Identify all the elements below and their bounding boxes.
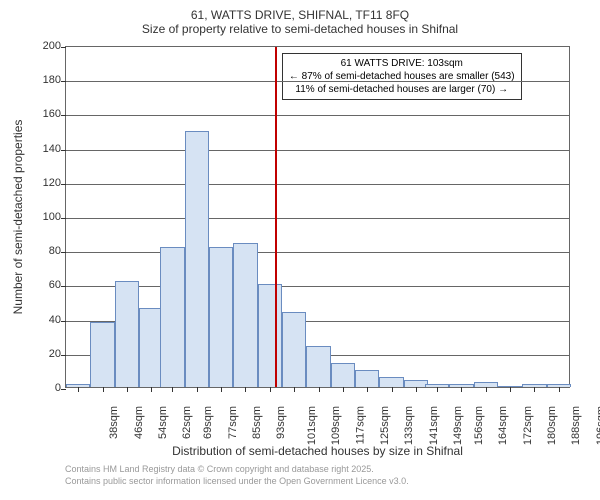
y-tick-mark xyxy=(61,184,66,185)
x-tick-mark xyxy=(392,387,393,392)
x-tick-label: 117sqm xyxy=(354,406,366,444)
x-tick-mark xyxy=(294,387,295,392)
gridline xyxy=(66,252,569,253)
y-tick-mark xyxy=(61,115,66,116)
x-tick-mark xyxy=(437,387,438,392)
x-tick-mark xyxy=(416,387,417,392)
x-tick-label: 180sqm xyxy=(546,406,558,445)
x-tick-label: 62sqm xyxy=(181,406,193,439)
x-tick-mark xyxy=(245,387,246,392)
y-tick-mark xyxy=(61,218,66,219)
x-tick-label: 109sqm xyxy=(330,406,342,445)
reference-line xyxy=(275,47,277,387)
y-tick-label: 180 xyxy=(4,74,61,86)
gridline xyxy=(66,150,569,151)
x-tick-mark xyxy=(343,387,344,392)
histogram-bar xyxy=(282,312,306,387)
histogram-bar xyxy=(185,131,209,388)
x-tick-mark xyxy=(461,387,462,392)
x-tick-label: 149sqm xyxy=(452,406,464,445)
y-tick-mark xyxy=(61,81,66,82)
x-tick-label: 101sqm xyxy=(306,406,318,445)
x-tick-label: 188sqm xyxy=(571,406,583,445)
y-tick-label: 200 xyxy=(4,40,61,52)
x-tick-mark xyxy=(534,387,535,392)
histogram-bar xyxy=(160,247,184,387)
x-tick-label: 196sqm xyxy=(595,406,600,445)
y-tick-mark xyxy=(61,355,66,356)
x-tick-label: 164sqm xyxy=(498,406,510,445)
gridline xyxy=(66,286,569,287)
x-tick-label: 172sqm xyxy=(522,406,534,445)
x-tick-label: 46sqm xyxy=(133,406,145,439)
x-tick-label: 125sqm xyxy=(379,406,391,445)
y-tick-mark xyxy=(61,286,66,287)
histogram-bar xyxy=(209,247,233,387)
x-tick-mark xyxy=(172,387,173,392)
gridline xyxy=(66,184,569,185)
title-line-2: Size of property relative to semi-detach… xyxy=(0,22,600,36)
x-tick-mark xyxy=(151,387,152,392)
x-tick-label: 77sqm xyxy=(227,406,239,439)
x-tick-label: 141sqm xyxy=(428,406,440,445)
histogram-bar xyxy=(90,322,114,387)
footer-line-2: Contains public sector information licen… xyxy=(65,476,409,488)
annotation-line-1: 61 WATTS DRIVE: 103sqm xyxy=(289,57,515,70)
histogram-bar xyxy=(258,284,282,387)
chart-plot-area: 61 WATTS DRIVE: 103sqm ← 87% of semi-det… xyxy=(65,46,570,388)
x-tick-mark xyxy=(221,387,222,392)
y-tick-label: 160 xyxy=(4,108,61,120)
y-tick-mark xyxy=(61,150,66,151)
y-tick-labels: 020406080100120140160180200 xyxy=(0,46,65,388)
annotation-line-3: 11% of semi-detached houses are larger (… xyxy=(289,83,515,96)
histogram-bar xyxy=(233,243,257,387)
x-tick-label: 85sqm xyxy=(251,406,263,439)
x-tick-mark xyxy=(127,387,128,392)
x-tick-label: 156sqm xyxy=(473,406,485,445)
x-axis-label: Distribution of semi-detached houses by … xyxy=(65,444,570,458)
x-tick-mark xyxy=(319,387,320,392)
annotation-box: 61 WATTS DRIVE: 103sqm ← 87% of semi-det… xyxy=(282,53,522,100)
footer-attribution: Contains HM Land Registry data © Crown c… xyxy=(65,464,409,487)
x-tick-label: 69sqm xyxy=(203,406,215,439)
y-tick-mark xyxy=(61,252,66,253)
y-tick-mark xyxy=(61,389,66,390)
histogram-bar xyxy=(379,377,403,387)
x-tick-label: 38sqm xyxy=(108,406,120,439)
histogram-bar xyxy=(115,281,139,387)
x-tick-label: 54sqm xyxy=(157,406,169,439)
x-tick-mark xyxy=(367,387,368,392)
y-tick-mark xyxy=(61,321,66,322)
x-tick-mark xyxy=(270,387,271,392)
y-axis-label: Number of semi-detached properties xyxy=(11,120,25,315)
gridline xyxy=(66,81,569,82)
histogram-bar xyxy=(355,370,379,387)
footer-line-1: Contains HM Land Registry data © Crown c… xyxy=(65,464,409,476)
histogram-bar xyxy=(331,363,355,387)
gridline xyxy=(66,218,569,219)
x-tick-mark xyxy=(510,387,511,392)
title-line-1: 61, WATTS DRIVE, SHIFNAL, TF11 8FQ xyxy=(0,8,600,22)
y-tick-label: 20 xyxy=(4,348,61,360)
y-tick-label: 0 xyxy=(4,382,61,394)
x-tick-label: 93sqm xyxy=(276,406,288,439)
x-tick-mark xyxy=(486,387,487,392)
x-tick-label: 133sqm xyxy=(403,406,415,445)
x-tick-mark xyxy=(103,387,104,392)
x-tick-mark xyxy=(197,387,198,392)
y-tick-mark xyxy=(61,47,66,48)
chart-title: 61, WATTS DRIVE, SHIFNAL, TF11 8FQ Size … xyxy=(0,0,600,36)
x-tick-mark xyxy=(559,387,560,392)
x-tick-mark xyxy=(78,387,79,392)
gridline xyxy=(66,115,569,116)
y-tick-label: 40 xyxy=(4,314,61,326)
histogram-bar xyxy=(306,346,330,387)
